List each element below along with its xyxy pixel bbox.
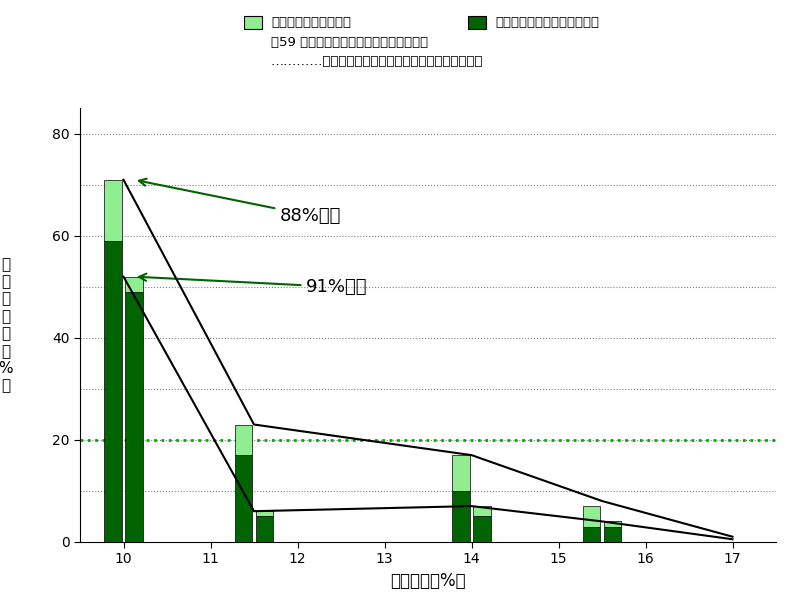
X-axis label: 玄米水分（%）: 玄米水分（%） <box>390 572 466 590</box>
Text: 水浸裂傷粒（重傷、軽傷粒）: 水浸裂傷粒（重傷、軽傷粒） <box>495 16 599 29</box>
Y-axis label: 水
浸
裂
傷
粒
（
%
）: 水 浸 裂 傷 粒 （ % ） <box>0 256 13 394</box>
Bar <box>583 506 600 527</box>
Text: 水浸裂傷粒（微傷粒）: 水浸裂傷粒（微傷粒） <box>271 16 351 29</box>
Bar <box>474 517 490 542</box>
Bar <box>235 424 252 455</box>
Bar <box>256 517 273 542</box>
Bar <box>126 292 142 542</box>
Text: 88%精米: 88%精米 <box>139 179 342 225</box>
Bar <box>244 16 262 29</box>
Bar <box>468 16 486 29</box>
Bar <box>104 241 122 542</box>
Text: …………：米飯食味に悪影響があらわれる最低限界線: …………：米飯食味に悪影響があらわれる最低限界線 <box>271 55 483 68</box>
Bar <box>126 277 142 292</box>
Text: 91%精米: 91%精米 <box>139 274 368 296</box>
Bar <box>104 180 122 241</box>
Bar <box>604 527 621 542</box>
Bar <box>452 455 470 491</box>
Bar <box>452 491 470 542</box>
Bar <box>474 506 490 517</box>
Bar <box>235 455 252 542</box>
Bar <box>256 511 273 517</box>
Text: （59 年産新米、茨城・コシヒカリ１等）: （59 年産新米、茨城・コシヒカリ１等） <box>271 36 428 49</box>
Bar <box>583 527 600 542</box>
Bar <box>604 521 621 527</box>
